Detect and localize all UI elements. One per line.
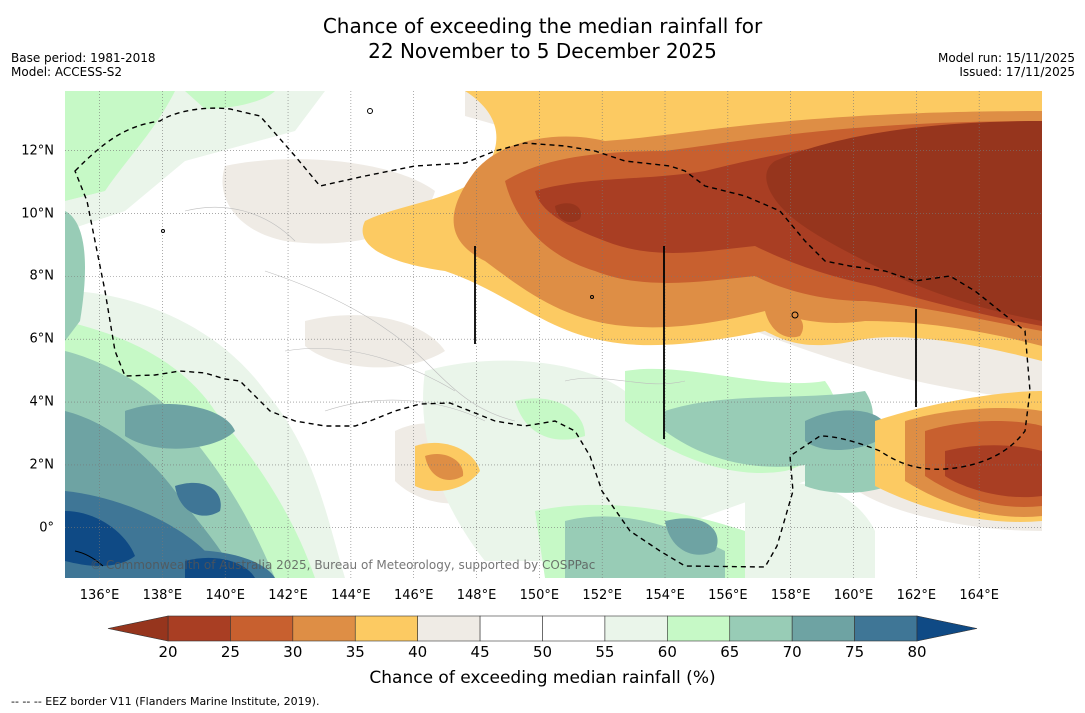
eez-boundaries	[74, 107, 1031, 568]
colorbar-tick-label: 55	[595, 643, 615, 661]
colorbar-segment	[292, 615, 356, 642]
model-name: Model: ACCESS-S2	[11, 65, 123, 79]
colorbar-segment	[604, 615, 668, 642]
colorbar-tick-label: 35	[345, 643, 365, 661]
lon-tick-label: 146°E	[393, 588, 434, 603]
lon-tick-label: 138°E	[142, 588, 183, 603]
lat-tick-label: 6°N	[29, 331, 55, 347]
lat-tick-label: 4°N	[29, 394, 55, 410]
copyright-credit: © Commonwealth of Australia 2025, Bureau…	[90, 558, 596, 572]
lon-tick-label: 148°E	[456, 588, 497, 603]
colorbar-tick-label: 65	[720, 643, 740, 661]
colorbar-under-arrow	[107, 615, 169, 642]
lon-tick-label: 144°E	[331, 588, 371, 603]
lon-tick-label: 162°E	[896, 588, 937, 603]
colorbar-tick-label: 80	[907, 643, 927, 661]
zone-over-80	[65, 511, 255, 578]
colorbar-segment	[542, 615, 606, 642]
lon-tick-label: 158°E	[770, 588, 811, 603]
colorbar-segment	[167, 615, 231, 642]
contour-lines	[184, 206, 686, 422]
lat-tick-label: 0°	[39, 520, 54, 536]
colorbar-segment	[230, 615, 294, 642]
colorbar-tick-label: 30	[283, 643, 303, 661]
lat-tick-label: 10°N	[21, 206, 54, 222]
islands	[74, 108, 799, 567]
colorbar-segment	[791, 615, 855, 642]
title-line-1: Chance of exceeding the median rainfall …	[322, 14, 763, 38]
lon-tick-label: 154°E	[645, 588, 685, 603]
marker-lines	[474, 246, 917, 439]
title-line-2: 22 November to 5 December 2025	[368, 39, 717, 63]
colorbar-tick-label: 45	[470, 643, 490, 661]
lon-tick-label: 156°E	[708, 588, 748, 603]
colorbar-title: Chance of exceeding median rainfall (%)	[369, 668, 716, 688]
colorbar-tick-label: 40	[408, 643, 428, 661]
lon-tick-label: 152°E	[582, 588, 622, 603]
colorbar	[107, 615, 978, 642]
colorbar-tick-label: 25	[220, 643, 240, 661]
lat-tick-label: 8°N	[29, 268, 55, 284]
lon-tick-label: 164°E	[959, 588, 999, 603]
lon-tick-label: 140°E	[205, 588, 245, 603]
colorbar-segment	[667, 615, 731, 642]
lon-tick-label: 136°E	[79, 588, 120, 603]
rainfall-map[interactable]: © Commonwealth of Australia 2025, Bureau…	[65, 91, 1042, 578]
eez-footnote: -- -- -- EEZ border V11 (Flanders Marine…	[11, 695, 320, 708]
colorbar-segment	[854, 615, 918, 642]
colorbar-tick-label: 60	[657, 643, 677, 661]
lon-tick-label: 142°E	[268, 588, 308, 603]
colorbar-segment	[729, 615, 793, 642]
issued-date: Issued: 17/11/2025	[959, 65, 1075, 79]
meta-right: Model run: 15/11/2025 Issued: 17/11/2025	[938, 51, 1075, 79]
colorbar-segment	[417, 615, 481, 642]
zone-under-20	[555, 121, 1042, 321]
colorbar-over-arrow	[916, 615, 978, 642]
map-title: Chance of exceeding the median rainfall …	[0, 14, 1085, 64]
colorbar-segment	[354, 615, 418, 642]
lat-tick-label: 12°N	[21, 143, 54, 159]
colorbar-tick-label: 20	[158, 643, 178, 661]
colorbar-tick-label: 75	[845, 643, 865, 661]
lat-tick-label: 2°N	[29, 457, 55, 473]
lon-tick-label: 160°E	[833, 588, 874, 603]
map-canvas	[65, 91, 1042, 578]
lon-tick-label: 150°E	[519, 588, 560, 603]
base-period: Base period: 1981-2018	[11, 51, 156, 65]
model-run: Model run: 15/11/2025	[937, 51, 1075, 65]
meta-left: Base period: 1981-2018 Model: ACCESS-S2	[11, 51, 156, 79]
colorbar-tick-label: 70	[782, 643, 802, 661]
colorbar-tick-label: 50	[532, 643, 553, 661]
colorbar-segment	[479, 615, 543, 642]
